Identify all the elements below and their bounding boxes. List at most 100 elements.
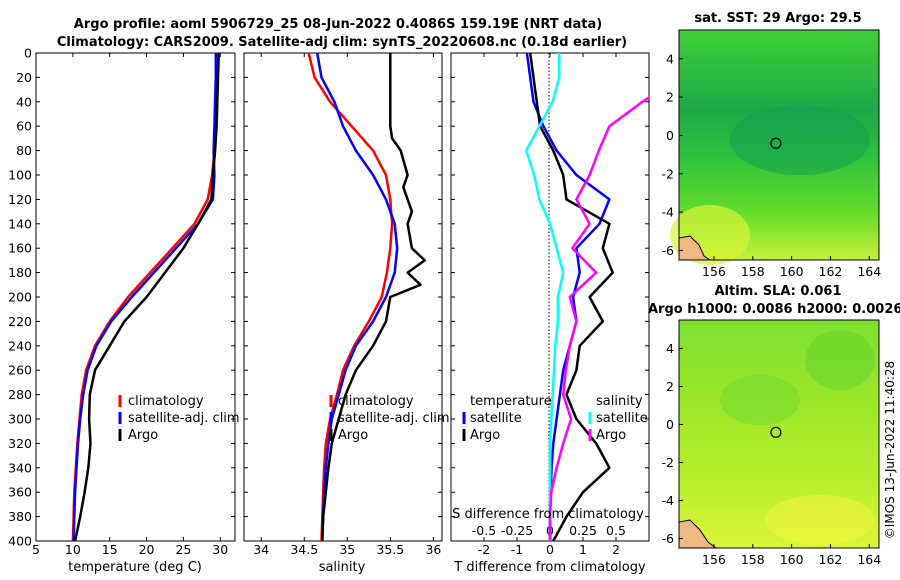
- x-tick-label: 0: [546, 542, 554, 557]
- depth-tick-label: 360: [8, 485, 32, 500]
- series-line-temperature-satellite: [525, 53, 611, 541]
- depth-tick-label: 400: [8, 534, 32, 549]
- depth-tick-label: 380: [8, 509, 32, 524]
- legend-label-satellite: satellite-adj. clim: [128, 411, 240, 426]
- map-x-tick-label: 156: [702, 264, 726, 279]
- sla-map-title: Altim. SLA: 0.061: [715, 284, 842, 299]
- temperature-xlabel: temperature (deg C): [68, 560, 202, 575]
- map-x-tick-label: 158: [741, 552, 765, 567]
- temperature-panel: [35, 52, 236, 542]
- map-x-tick-label: 164: [857, 264, 881, 279]
- legend-label-argo: Argo: [128, 428, 158, 443]
- map-y-tick-label: 2: [666, 90, 674, 105]
- depth-tick-label: 0: [24, 46, 32, 61]
- temperature-legend: climatology satellite-adj. clim Argo: [118, 394, 240, 443]
- footer-timestamp: ©IMOS 13-Jun-2022 11:40:28: [883, 361, 897, 539]
- x-tick-label: 20: [139, 542, 155, 557]
- sla-map-frame: [678, 319, 880, 549]
- legend-label-temp-satellite: satellite: [470, 411, 522, 426]
- series-line-argo: [73, 53, 221, 541]
- map-y-tick-label: -6: [662, 531, 675, 546]
- temperature-series: [71, 53, 221, 541]
- sla-map: [678, 319, 880, 549]
- salinity-series: [307, 53, 427, 541]
- x-tick-label: 5: [32, 542, 40, 557]
- series-line-temperature-argo: [528, 53, 614, 541]
- salinity-panel: [243, 52, 443, 542]
- depth-tick-label: 160: [8, 241, 32, 256]
- sla-map-patch-2: [805, 330, 875, 390]
- legend-heading-salinity: salinity: [596, 394, 643, 409]
- series-line-satellite-adj-clim: [315, 53, 399, 541]
- depth-tick-label: 40: [16, 94, 32, 109]
- map-x-tick-label: 160: [780, 552, 804, 567]
- legend-label-sal-satellite: satellite: [596, 411, 648, 426]
- figure-title-line2: Climatology: CARS2009. Satellite-adj cli…: [57, 35, 627, 50]
- depth-axis: 0 20 40 60 80 100 120 140 160 180 200 220 240 260 280 3…: [8, 46, 649, 549]
- sla-map-patch-3: [765, 495, 875, 545]
- x-tick-label: 10: [65, 542, 81, 557]
- sst-map-cool-patch: [730, 105, 870, 175]
- series-line-climatology: [307, 53, 394, 541]
- sst-argo-marker: [770, 137, 782, 149]
- legend-label-climatology: climatology: [128, 394, 204, 409]
- depth-tick-label: 280: [8, 387, 32, 402]
- sla-map-subtitle: Argo h1000: 0.0086 h2000: 0.0026: [648, 302, 900, 317]
- map-y-tick-label: 2: [666, 379, 674, 394]
- map-x-tick-label: 162: [819, 552, 843, 567]
- map-y-tick-label: 0: [666, 128, 674, 143]
- legend-label-temp-argo: Argo: [470, 428, 500, 443]
- legend-label-sal-argo: Argo: [596, 428, 626, 443]
- map-y-tick-label: -2: [662, 455, 674, 470]
- depth-tick-label: 140: [8, 216, 32, 231]
- salinity-xlabel: salinity: [319, 560, 366, 575]
- x-tick-label: 36: [425, 542, 441, 557]
- series-line-satellite-adj-clim: [72, 53, 218, 541]
- map-x-tick-label: 164: [857, 552, 881, 567]
- depth-tick-label: 260: [8, 363, 32, 378]
- figure-title-line1: Argo profile: aoml 5906729_25 08-Jun-202…: [74, 17, 602, 32]
- salinity-difference-xlabel: S difference from climatology: [452, 507, 644, 522]
- map-x-tick-label: 160: [780, 264, 804, 279]
- series-line-argo: [321, 53, 427, 541]
- sst-map-axes: 156 158 160 162 164 4 2 0 -2 -4 -6: [662, 51, 882, 279]
- x2-tick-label: -0.5: [472, 523, 496, 538]
- x2-tick-label: -0.25: [501, 523, 533, 538]
- depth-tick-label: 220: [8, 314, 32, 329]
- x2-tick-label: 0.25: [569, 523, 597, 538]
- difference-xlabel: T difference from climatology: [453, 560, 646, 575]
- x-tick-label: 2: [612, 542, 620, 557]
- map-x-tick-label: 156: [702, 552, 726, 567]
- depth-tick-label: 60: [16, 119, 32, 134]
- map-x-tick-label: 162: [819, 264, 843, 279]
- legend-label-satellite: satellite-adj. clim: [338, 411, 450, 426]
- sla-map-patch-1: [720, 375, 800, 425]
- legend-label-argo: Argo: [338, 428, 368, 443]
- x-tick-label: 1: [579, 542, 587, 557]
- series-line-salinity-argo: [548, 96, 649, 541]
- map-y-tick-label: -6: [662, 243, 675, 258]
- series-line-salinity-satellite: [524, 53, 565, 541]
- difference-series: [524, 53, 649, 541]
- x-tick-label: 34: [253, 542, 269, 557]
- depth-tick-label: 120: [8, 192, 32, 207]
- x-tick-label: -2: [478, 542, 490, 557]
- sla-argo-marker: [770, 426, 782, 438]
- map-y-tick-label: -2: [662, 166, 674, 181]
- map-y-tick-label: 4: [666, 341, 674, 356]
- sla-map-axes: 156 158 160 162 164 4 2 0 -2 -4 -6: [662, 341, 882, 567]
- legend-heading-temperature: temperature: [470, 394, 552, 409]
- depth-tick-label: 180: [8, 265, 32, 280]
- depth-tick-label: 200: [8, 290, 32, 305]
- map-y-tick-label: -4: [662, 493, 675, 508]
- map-x-tick-label: 158: [741, 264, 765, 279]
- x-tick-label: 35.5: [376, 542, 404, 557]
- x-tick-label: 15: [102, 542, 118, 557]
- x-tick-label: 25: [175, 542, 191, 557]
- depth-tick-label: 340: [8, 460, 32, 475]
- sst-map: [670, 29, 880, 265]
- depth-tick-label: 20: [16, 70, 32, 85]
- legend-label-climatology: climatology: [338, 394, 414, 409]
- x2-tick-label: 0.5: [606, 523, 626, 538]
